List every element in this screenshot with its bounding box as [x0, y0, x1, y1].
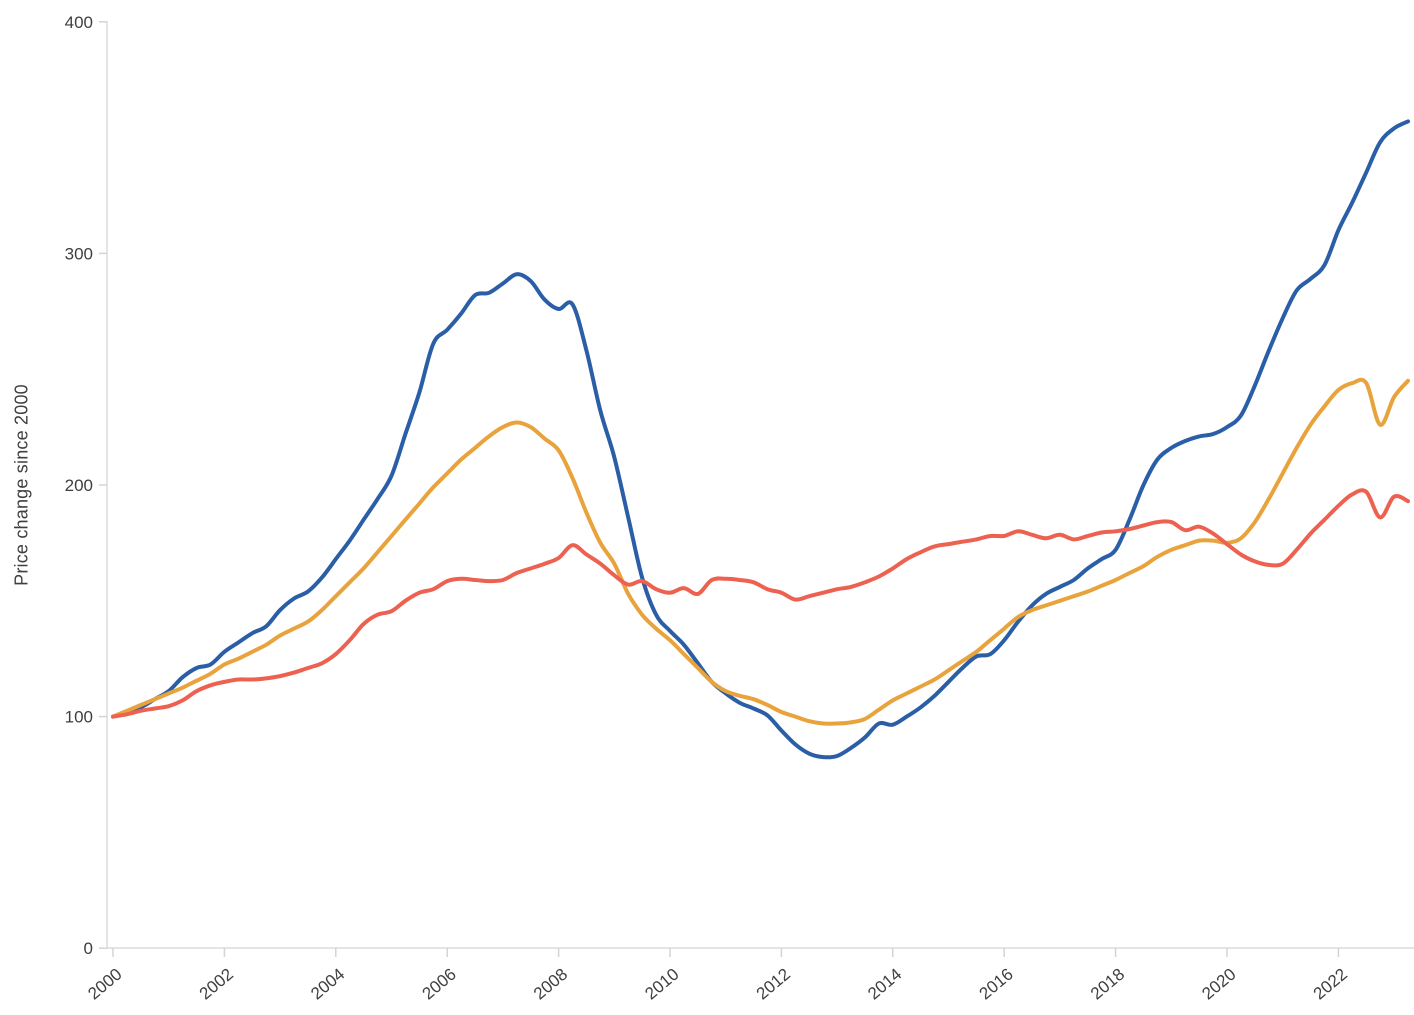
x-tick-label: 2008	[530, 965, 571, 1004]
x-tick-label: 2002	[196, 965, 237, 1004]
red-series-line	[111, 488, 1410, 719]
y-tick-label: 400	[65, 13, 93, 32]
x-tick-label: 2014	[864, 965, 905, 1004]
y-tick-label: 100	[65, 708, 93, 727]
x-tick-label: 2018	[1087, 965, 1128, 1004]
y-tick-label: 300	[65, 244, 93, 263]
x-tick-label: 2000	[84, 965, 125, 1004]
orange-series-line	[111, 377, 1410, 726]
y-tick-label: 200	[65, 476, 93, 495]
x-tick-label: 2022	[1310, 965, 1351, 1004]
blue-series-line	[111, 119, 1410, 760]
x-tick-label: 2016	[976, 965, 1017, 1004]
x-tick-label: 2012	[753, 965, 794, 1004]
x-tick-label: 2006	[419, 965, 460, 1004]
x-tick-label: 2004	[307, 965, 348, 1004]
y-tick-label: 0	[84, 939, 93, 958]
x-tick-label: 2010	[641, 965, 682, 1004]
x-tick-label: 2020	[1198, 965, 1239, 1004]
